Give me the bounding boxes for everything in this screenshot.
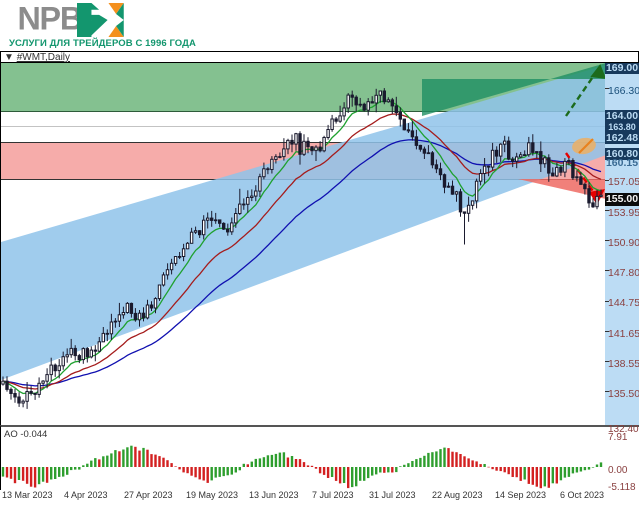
svg-text:NPB: NPB [18, 3, 82, 36]
